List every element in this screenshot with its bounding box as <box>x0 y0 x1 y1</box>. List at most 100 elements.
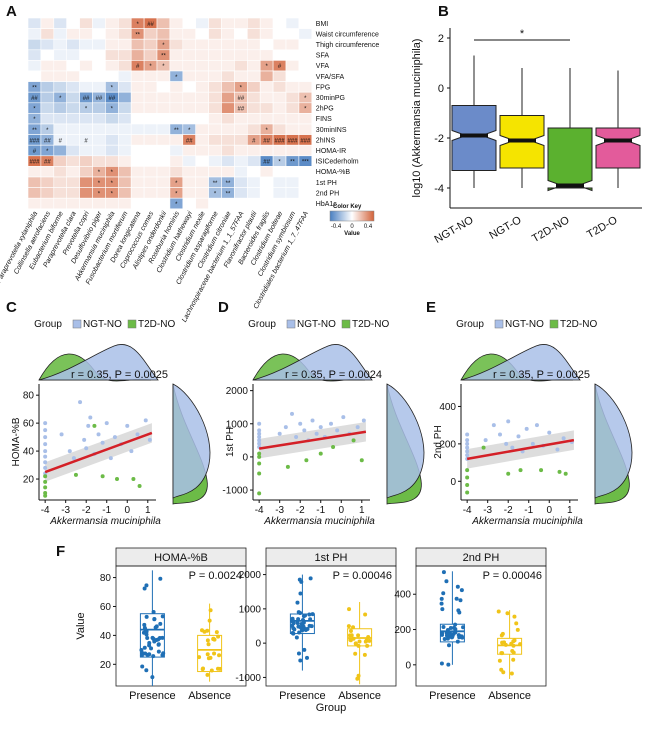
heatmap-cell <box>118 176 132 188</box>
heatmap-cell <box>285 176 300 188</box>
heatmap-cell <box>259 70 274 82</box>
point-ngt <box>257 431 262 436</box>
heatmap-significance-mark: ## <box>147 22 154 28</box>
panel-label-f: F <box>56 543 65 560</box>
heatmap-significance-mark: * <box>175 191 178 197</box>
y-axis-label: 2nd PH <box>433 425 444 458</box>
heatmap-row-label: FPG <box>316 84 330 91</box>
heatmap-cell <box>143 102 158 114</box>
heatmap-cell <box>285 49 300 61</box>
jitter-point <box>217 653 222 658</box>
heatmap-cell <box>234 113 248 125</box>
jitter-point <box>149 646 154 651</box>
heatmap-cell <box>66 49 80 61</box>
heatmap-cell <box>79 38 93 51</box>
jitter-point <box>356 633 361 638</box>
heatmap-cell <box>118 81 132 93</box>
heatmap-cell <box>247 28 261 40</box>
point-t2d <box>539 468 544 473</box>
jitter-point <box>205 638 210 643</box>
heatmap-cell <box>40 70 55 82</box>
heatmap-cell <box>27 60 42 72</box>
heatmap-cell <box>156 102 171 114</box>
heatmap-cell <box>79 144 93 157</box>
point-ngt <box>129 449 134 454</box>
jitter-point <box>144 668 149 673</box>
jitter-point <box>296 617 301 622</box>
heatmap-cell <box>221 60 235 72</box>
point-ngt <box>277 431 282 436</box>
heatmap-cell <box>169 49 184 61</box>
jitter-point <box>158 621 163 626</box>
jitter-point <box>197 655 202 660</box>
heatmap-significance-mark: * <box>59 96 62 102</box>
point-t2d <box>73 472 78 477</box>
heatmap-cell <box>66 102 80 114</box>
jitter-point <box>308 576 313 581</box>
heatmap-cell <box>79 176 93 188</box>
heatmap-significance-mark: ## <box>186 138 193 144</box>
x-tick-label: T2D-O <box>585 214 620 241</box>
point-t2d <box>257 461 262 466</box>
heatmap-cell <box>285 113 300 125</box>
heatmap-significance-mark: # <box>278 64 282 70</box>
jitter-point <box>151 609 156 614</box>
jitter-point <box>152 617 157 622</box>
heatmap-panel: * ##*****# * * * #*** * *## * ## ## ## ## ** * * ## **** *… <box>0 17 379 324</box>
heatmap-cell <box>79 123 93 135</box>
heatmap-cell <box>182 81 197 93</box>
heatmap-cell <box>234 49 248 61</box>
jitter-point <box>142 622 147 627</box>
point-ngt <box>534 423 539 428</box>
boxplot-panel-f: HOMA-%B P = 0.0024 20 40 60 80 Presence Absence… <box>75 547 547 714</box>
heatmap-significance-mark: # <box>33 149 37 155</box>
x-tick-label: 0 <box>338 505 344 516</box>
jitter-point <box>459 588 464 593</box>
heatmap-cell <box>221 155 235 167</box>
heatmap-cell <box>79 70 93 82</box>
point-ngt <box>84 446 89 451</box>
heatmap-cell <box>208 102 222 114</box>
heatmap-cell <box>156 166 171 178</box>
point-ngt <box>302 428 307 433</box>
heatmap-cell <box>285 81 300 93</box>
y-tick-label: 80 <box>100 573 112 584</box>
jitter-point <box>353 641 358 646</box>
facet-title: HOMA-%B <box>154 552 208 564</box>
heatmap-cell <box>130 113 145 125</box>
legend-label-ngt: NGT-NO <box>505 319 544 330</box>
point-ngt <box>555 447 560 452</box>
heatmap-cell <box>92 28 106 40</box>
heatmap-significance-mark: ## <box>44 160 51 166</box>
heatmap-significance-mark: ** <box>135 32 140 38</box>
heatmap-cell <box>92 49 106 61</box>
jitter-point <box>297 630 302 635</box>
jitter-point <box>291 626 296 631</box>
heatmap-cell <box>66 28 80 40</box>
heatmap-cell <box>53 17 67 29</box>
heatmap-cell <box>92 81 106 93</box>
heatmap-cell <box>53 28 67 40</box>
point-ngt <box>112 435 117 440</box>
y-tick-label: 2 <box>438 33 444 45</box>
correlation-stat: r = 0.35, P = 0.0025 <box>71 369 168 381</box>
y-tick-label: 60 <box>23 419 35 430</box>
point-ngt <box>465 432 470 437</box>
heatmap-significance-mark: ## <box>83 96 90 102</box>
heatmap-significance-mark: * <box>214 191 217 197</box>
jitter-point <box>440 607 445 612</box>
legend-label-t2d: T2D-NO <box>138 319 175 330</box>
heatmap-cell <box>118 17 132 29</box>
point-t2d <box>257 491 262 496</box>
heatmap-cell <box>247 17 261 29</box>
point-t2d <box>481 445 486 450</box>
heatmap-cell <box>182 144 197 157</box>
point-ngt <box>43 460 48 465</box>
heatmap-significance-mark: * <box>265 128 268 134</box>
heatmap-cell <box>182 28 197 40</box>
heatmap-row-label: 1st PH <box>316 180 337 187</box>
legend-title: Group <box>248 319 276 330</box>
jitter-point <box>440 631 445 636</box>
heatmap-cell <box>247 123 261 135</box>
jitter-point <box>205 672 210 677</box>
